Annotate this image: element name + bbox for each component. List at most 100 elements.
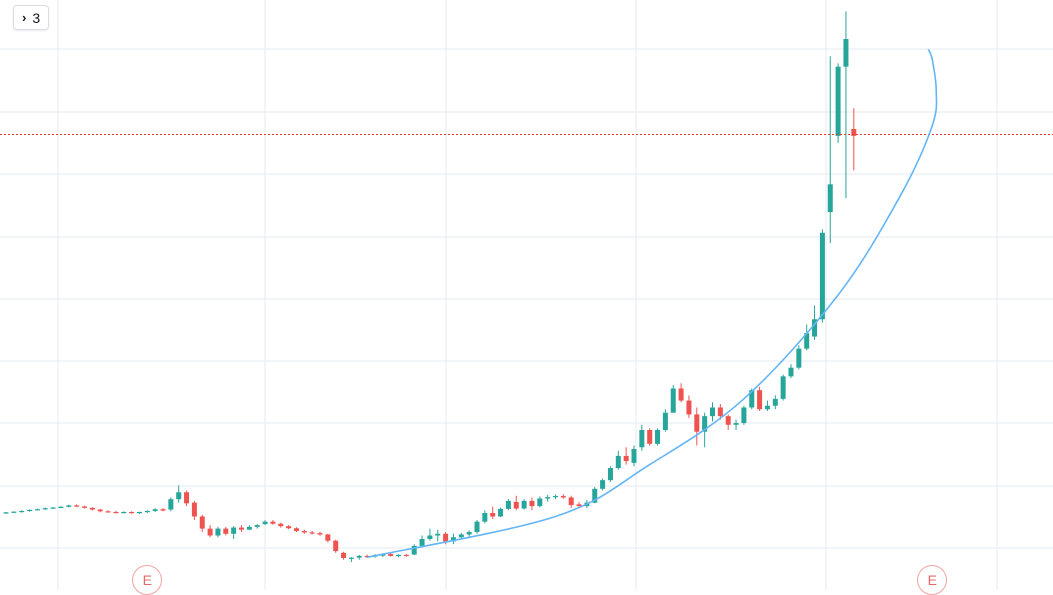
candle-body [600, 480, 606, 489]
candle [262, 519, 268, 526]
candle [450, 533, 456, 545]
candle-body [607, 468, 613, 481]
candle-body [333, 540, 339, 552]
earnings-event-label: E [927, 572, 937, 588]
candle [348, 556, 354, 563]
candle-body [568, 497, 574, 506]
candle [3, 511, 9, 514]
candle-body [474, 521, 480, 533]
candle [482, 510, 488, 524]
candle-body [184, 492, 190, 504]
candle [50, 507, 56, 509]
candle-body [466, 532, 472, 535]
parabolic-trend-curve[interactable] [366, 49, 938, 559]
candle-body [443, 533, 449, 542]
candle-body [804, 333, 810, 349]
candle-body [403, 554, 409, 557]
candle [733, 419, 739, 430]
candle-body [286, 526, 292, 529]
candle [317, 531, 323, 536]
candle-body [380, 554, 386, 556]
candle-body [592, 488, 598, 503]
candle [246, 525, 252, 531]
candle [223, 526, 229, 536]
candle [184, 490, 190, 507]
candle [843, 11, 849, 199]
candle [66, 504, 72, 508]
candle [356, 554, 362, 560]
candle [129, 511, 135, 514]
candle [309, 531, 315, 535]
candle [662, 409, 668, 432]
candle-body [560, 496, 566, 498]
candle-body [144, 510, 150, 513]
candle-body [11, 511, 17, 513]
candle [568, 495, 574, 508]
candle-body [168, 499, 174, 510]
candle [647, 428, 653, 446]
candle-body [113, 511, 119, 514]
candle [466, 530, 472, 538]
candle [270, 519, 276, 525]
candle [655, 428, 661, 446]
candle-body [537, 498, 543, 507]
candle-body [545, 497, 551, 499]
candle-body [796, 348, 802, 368]
candle [74, 504, 80, 508]
candle [160, 507, 166, 512]
candle-body [136, 511, 142, 514]
collapse-indicators-button[interactable]: › 3 [13, 5, 50, 30]
candle-body [191, 502, 197, 517]
candle-body [686, 400, 692, 415]
candle [474, 519, 480, 534]
candle-body [662, 412, 668, 430]
candle [607, 466, 613, 482]
candle-body [615, 455, 621, 469]
earnings-event-marker[interactable]: E [917, 565, 948, 595]
candle-body [50, 507, 56, 509]
chevron-right-icon: › [22, 10, 27, 25]
candle [58, 506, 64, 509]
candle-body [396, 554, 401, 557]
candle [819, 229, 825, 323]
candle-body [356, 555, 362, 558]
candle-body [34, 509, 40, 511]
candle-body [710, 407, 715, 417]
candle [804, 324, 810, 351]
earnings-event-marker[interactable]: E [132, 565, 163, 595]
candle [827, 56, 833, 244]
candle-body [129, 511, 135, 514]
candle [788, 364, 794, 379]
candle [600, 478, 606, 491]
candle-body [254, 525, 260, 527]
candle [498, 507, 504, 518]
candle-body [388, 553, 394, 556]
candle [835, 63, 841, 143]
candle-body [58, 506, 64, 508]
candle-body [749, 390, 755, 408]
candle-body [3, 512, 9, 514]
candle-body [757, 390, 763, 410]
candle [537, 496, 543, 508]
candle-body [482, 513, 488, 522]
candle-body [341, 552, 347, 558]
candle [427, 528, 433, 541]
candle [529, 497, 535, 511]
candle-body [529, 500, 535, 507]
candle [725, 414, 731, 430]
candle [403, 553, 409, 557]
candle [97, 508, 103, 513]
earnings-event-label: E [142, 572, 152, 588]
candle [686, 395, 692, 418]
candle-body [780, 376, 786, 399]
candle-body [764, 405, 770, 410]
candle-body [647, 429, 653, 444]
candle-body [199, 516, 205, 529]
candle-body [301, 531, 307, 533]
candle-body [788, 367, 794, 377]
candle [710, 402, 715, 422]
candle [435, 529, 441, 542]
candle [717, 404, 723, 420]
